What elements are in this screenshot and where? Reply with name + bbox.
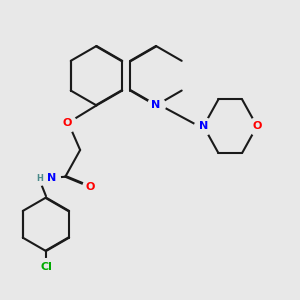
Text: O: O <box>252 121 262 131</box>
Text: Cl: Cl <box>40 262 52 272</box>
Text: H: H <box>37 174 44 183</box>
Text: N: N <box>199 121 208 131</box>
Text: O: O <box>62 118 71 128</box>
Text: N: N <box>47 173 56 183</box>
Text: O: O <box>86 182 95 192</box>
Text: N: N <box>151 100 160 110</box>
